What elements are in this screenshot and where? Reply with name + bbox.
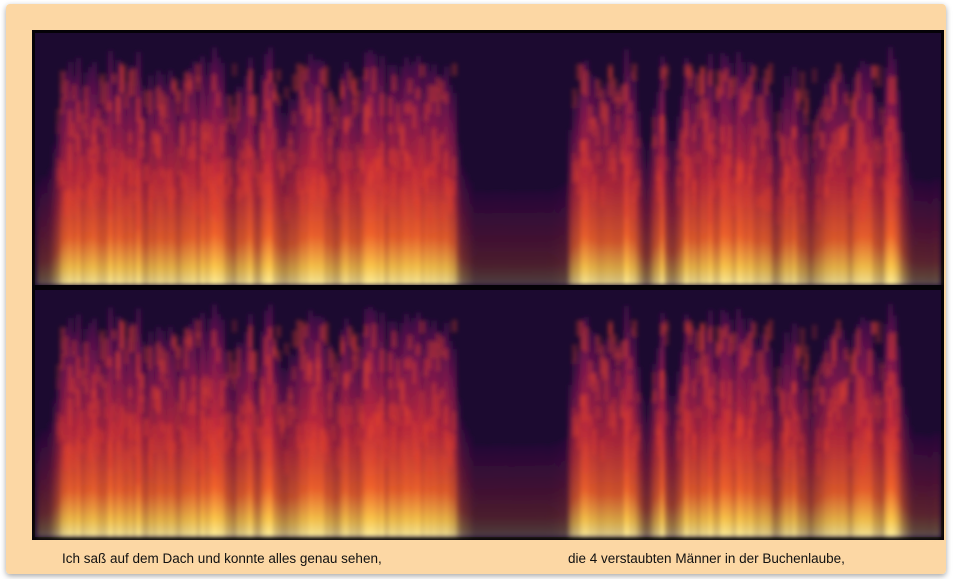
formant	[708, 70, 713, 85]
formant	[172, 334, 177, 346]
formant	[664, 64, 669, 75]
formant	[876, 66, 881, 87]
formant	[876, 322, 881, 343]
formant	[172, 78, 177, 90]
formant	[452, 320, 457, 332]
caption-left: Ich saß auf dem Dach und konnte alles ge…	[62, 551, 382, 566]
formant	[268, 71, 273, 83]
formant	[632, 64, 637, 81]
formant	[324, 323, 329, 345]
formant	[248, 70, 253, 92]
formant	[268, 327, 273, 339]
formant	[812, 68, 817, 83]
formant	[752, 66, 757, 81]
formant	[324, 66, 329, 88]
caption-right: die 4 verstaubten Männer in der Buchenla…	[568, 551, 845, 566]
formant	[708, 327, 713, 342]
formant	[248, 326, 253, 348]
formant	[232, 320, 237, 333]
formant	[276, 350, 281, 361]
formant	[276, 326, 281, 338]
spectral-column	[936, 433, 941, 537]
formant	[276, 95, 281, 106]
formant	[804, 98, 809, 125]
formant	[804, 354, 809, 381]
formant	[284, 87, 289, 98]
formant	[232, 63, 237, 76]
formant	[452, 63, 457, 75]
spectrograms	[32, 33, 944, 537]
formant	[632, 320, 637, 337]
formant	[768, 320, 773, 340]
formant	[752, 322, 757, 337]
formant	[276, 69, 281, 81]
formant	[284, 343, 289, 354]
formant	[812, 325, 817, 340]
formant	[768, 63, 773, 83]
figure: Ich saß auf dem Dach und konnte alles ge…	[0, 0, 954, 579]
divider	[32, 285, 944, 290]
spectral-column	[936, 179, 941, 285]
formant	[664, 320, 669, 331]
